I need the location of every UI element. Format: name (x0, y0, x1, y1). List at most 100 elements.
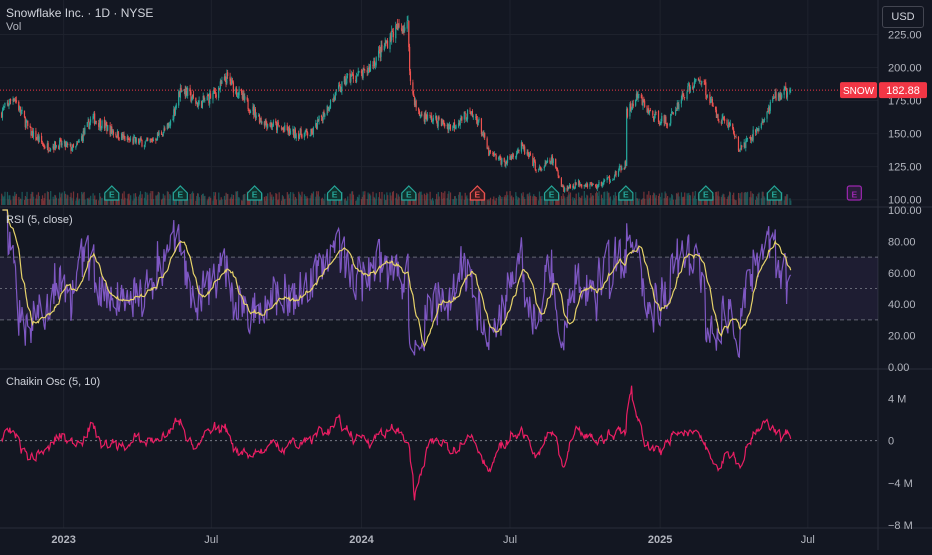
earnings-marker[interactable]: E (766, 185, 782, 201)
earnings-marker[interactable]: E (846, 185, 862, 201)
volume-bar (384, 200, 386, 205)
time-axis[interactable]: 2023 Jul 2024 Jul 2025 Jul (51, 534, 814, 546)
volume-bar (757, 193, 759, 205)
candle-body (732, 124, 734, 129)
volume-bar (282, 196, 284, 205)
volume-bar (569, 194, 571, 205)
volume-bar (81, 191, 83, 205)
volume-bar (722, 193, 724, 205)
candle-body (15, 100, 17, 102)
candle-body (598, 181, 600, 185)
volume-bar (623, 196, 625, 205)
volume-bar (654, 197, 656, 205)
candle-body (534, 161, 536, 170)
volume-bar (162, 193, 164, 205)
candles[interactable] (1, 15, 792, 193)
candle-body (423, 114, 425, 122)
candle-body (78, 140, 80, 143)
rsi-axis[interactable]: 0.00 20.00 40.00 60.00 80.00 100.00 (888, 205, 922, 374)
rsi-label[interactable]: RSI (5, close) (6, 214, 73, 226)
last-price-tag[interactable]: SNOW 182.88 (840, 82, 927, 99)
candle-body (215, 94, 217, 98)
volume-bar (764, 197, 766, 205)
earnings-marker[interactable]: E (618, 185, 634, 201)
rsi-pane[interactable] (0, 209, 878, 359)
volume-bar (283, 199, 285, 205)
volume-bar (60, 193, 62, 205)
candle-body (768, 106, 770, 113)
earnings-marker[interactable]: E (698, 185, 714, 201)
volume-bar (207, 198, 209, 205)
chaikin-pane[interactable] (0, 385, 878, 501)
candle-body (246, 97, 248, 101)
earnings-marker[interactable]: E (104, 185, 120, 201)
candle-body (293, 129, 295, 137)
volume-bar (504, 195, 506, 205)
volume-bar (693, 198, 695, 205)
candle-body (141, 139, 143, 147)
volume-bar (717, 191, 719, 205)
rsi-tick-label: 80.00 (888, 236, 916, 248)
earnings-marker[interactable]: E (469, 185, 485, 201)
volume-bar (37, 192, 40, 205)
candle-body (617, 170, 620, 176)
volume-bar (210, 197, 212, 205)
chaikin-axis[interactable]: −8 M −4 M 0 4 M (888, 393, 913, 532)
candle-body (110, 126, 112, 135)
earnings-marker[interactable]: E (172, 185, 188, 201)
chaikin-label[interactable]: Chaikin Osc (5, 10) (6, 376, 101, 388)
volume-bar (157, 191, 160, 205)
candle-body (773, 97, 775, 99)
volume-bar (48, 199, 50, 205)
candle-body (700, 83, 702, 85)
candle-body (161, 135, 163, 137)
volume-bar (505, 197, 507, 205)
earnings-marker[interactable]: E (326, 185, 343, 201)
candle-body (37, 135, 39, 142)
candle-body (352, 74, 354, 80)
candle-body (152, 139, 155, 142)
earnings-marker[interactable]: E (246, 185, 263, 201)
candle-body (191, 94, 194, 99)
volume-bar (203, 196, 205, 205)
candle-body (567, 186, 569, 191)
candle-body (418, 110, 421, 116)
volume-bar (716, 195, 718, 205)
volume-bar (413, 199, 415, 205)
candle-body (495, 154, 497, 160)
candle-body (499, 155, 501, 159)
volume-bar (786, 194, 789, 205)
volume-bar (201, 194, 204, 205)
volume-bar (397, 194, 399, 205)
earnings-marker[interactable]: E (401, 185, 417, 201)
candle-body (644, 100, 646, 107)
earnings-marker[interactable]: E (544, 185, 560, 201)
symbol-title[interactable]: Snowflake Inc. · 1D · NYSE (6, 6, 154, 20)
rsi-line (2, 209, 792, 359)
currency-button[interactable]: USD (882, 6, 924, 28)
volume-bar (312, 191, 315, 205)
candle-body (483, 133, 485, 136)
candle-body (322, 111, 324, 121)
volume-bar (523, 197, 525, 205)
candle-body (82, 131, 84, 142)
volume-bar (41, 198, 43, 205)
candle-body (207, 94, 209, 97)
candle-body (566, 187, 568, 191)
candle-body (419, 115, 421, 116)
volume-bar (609, 196, 612, 205)
candle-body (351, 74, 353, 77)
volume-bar (458, 194, 460, 205)
candle-body (317, 119, 319, 122)
volume-bar (189, 194, 191, 205)
volume-bar (435, 199, 437, 205)
volume-bar (478, 198, 480, 205)
price-axis[interactable]: 100.00 125.00 150.00 175.00 200.00 225.00 (888, 29, 922, 206)
volume-bar (121, 198, 123, 205)
volume-label[interactable]: Vol (6, 21, 22, 33)
volume-bar (242, 195, 244, 205)
volume-bar (287, 195, 289, 205)
